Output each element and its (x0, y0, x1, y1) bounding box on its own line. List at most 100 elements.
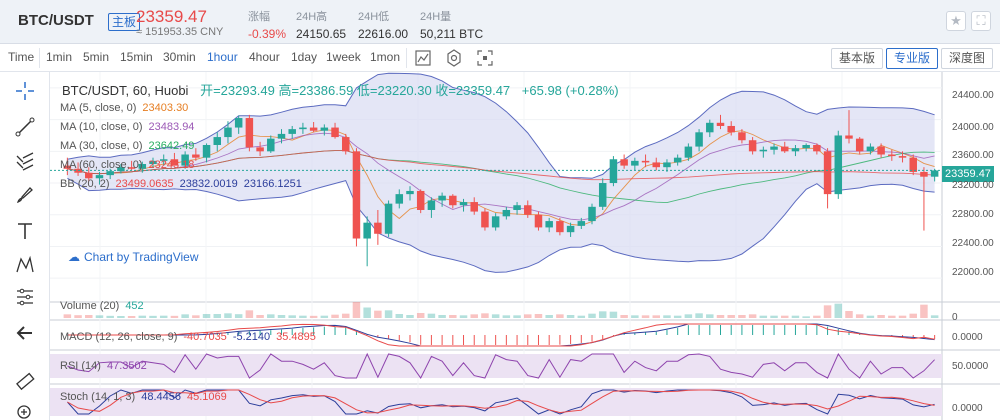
legend-value: 45.1069 (186, 391, 227, 403)
volume-bar (524, 314, 532, 318)
crosshair-icon[interactable] (14, 80, 36, 102)
arrow-left-icon[interactable] (14, 322, 36, 344)
multi-line-icon[interactable] (14, 150, 36, 172)
legend-ma10[interactable]: MA (10, close, 0) 23483.94 (60, 121, 194, 133)
candle-body (513, 205, 521, 210)
stat-label: 24H高 (296, 11, 328, 23)
ruler-icon[interactable] (14, 370, 36, 392)
legend-macd[interactable]: MACD (12, 26, close, 9) -40.7035 -5.2140 35… (60, 331, 316, 343)
macd-histogram-bar (794, 325, 796, 335)
settings-icon[interactable] (444, 48, 464, 68)
macd-histogram-bar (355, 330, 357, 335)
macd-histogram-bar (666, 329, 668, 335)
legend-bb[interactable]: BB (20, 2) 23499.0635 23832.0019 23166.1251 (60, 178, 302, 190)
candle-body (598, 183, 607, 207)
basic-view-button[interactable]: 基本版 (831, 48, 884, 69)
candle-body (502, 209, 511, 217)
candle-body (920, 171, 928, 177)
macd-histogram-bar (430, 335, 432, 345)
legend-ma60[interactable]: MA (60, close, 0) 23243.18 (60, 159, 194, 171)
depth-view-button[interactable]: 深度图 (941, 48, 994, 69)
candle-body (331, 127, 339, 138)
tf-1day[interactable]: 1day (291, 50, 318, 64)
tf-time[interactable]: Time (8, 50, 35, 64)
fib-tool-icon[interactable] (14, 286, 36, 308)
volume-bar (202, 314, 211, 318)
candle-body (384, 203, 393, 234)
volume-bar (566, 315, 575, 318)
volume-bar (920, 304, 928, 318)
macd-histogram-bar (891, 335, 893, 336)
snapshot-icon[interactable] (475, 48, 495, 68)
rsi-axis-label: 50.0000 (952, 361, 989, 372)
candle-body (556, 221, 564, 233)
price-axis-label: 24400.00 (952, 90, 994, 101)
candle-body (855, 138, 864, 152)
text-tool-icon[interactable] (14, 220, 36, 242)
candle-body (545, 221, 553, 228)
macd-histogram-bar (291, 328, 293, 335)
macd-histogram-bar (655, 331, 657, 335)
pattern-icon[interactable] (14, 254, 36, 276)
tf-1min[interactable]: 1min (46, 50, 73, 64)
volume-bar (234, 314, 243, 318)
tf-1mon[interactable]: 1mon (370, 50, 401, 64)
stat-value: -0.39% (248, 27, 287, 41)
macd-histogram-bar (923, 335, 925, 339)
tradingview-watermark[interactable]: ☁ Chart by TradingView (68, 250, 199, 264)
legend-value: 23832.0019 (179, 178, 238, 190)
volume-bar (556, 314, 564, 318)
candle-body (491, 216, 500, 228)
price-chart[interactable] (50, 72, 1000, 420)
legend-ma30[interactable]: MA (30, close, 0) 23642.49 (60, 140, 194, 152)
legend-volume[interactable]: Volume (20) 452 (60, 300, 144, 312)
candle-body (459, 202, 468, 206)
brush-icon[interactable] (14, 184, 36, 206)
volume-bar (631, 315, 639, 318)
tf-5min[interactable]: 5min (83, 50, 110, 64)
tf-15min[interactable]: 15min (120, 50, 153, 64)
volume-bar (213, 314, 222, 318)
tf-4hour[interactable]: 4hour (249, 50, 280, 64)
star-icon[interactable]: ★ (946, 11, 966, 31)
candle-body (845, 135, 853, 139)
volume-bar (224, 313, 232, 318)
legend-stoch[interactable]: Stoch (14, 1, 3) 48.4456 45.1069 (60, 391, 227, 403)
candle-body (363, 222, 371, 239)
legend-rsi[interactable]: RSI (14) 47.3502 (60, 360, 147, 372)
candle-body (534, 214, 543, 228)
chart-style-icon[interactable] (413, 48, 433, 68)
volume-bar (63, 314, 72, 318)
trend-line-icon[interactable] (14, 116, 36, 138)
pro-view-button[interactable]: 专业版 (886, 48, 939, 69)
stoch-d-line (67, 389, 935, 414)
bollinger-lower-line (67, 177, 935, 273)
candle-body (127, 167, 136, 169)
volume-bar (716, 315, 725, 318)
candle-body (888, 154, 896, 157)
candle-body (663, 162, 671, 168)
volume-bar (309, 315, 318, 318)
macd-histogram-bar (484, 335, 486, 345)
macd-histogram-bar (602, 335, 604, 340)
volume-bar (277, 315, 286, 318)
volume-bar (534, 314, 543, 318)
board-badge[interactable]: 主板 (108, 13, 141, 31)
candle-body (609, 159, 618, 184)
volume-bar (299, 315, 307, 318)
macd-histogram-bar (505, 335, 507, 345)
fullscreen-icon[interactable]: ⛶ (971, 11, 991, 31)
tf-30min[interactable]: 30min (163, 50, 196, 64)
zoom-in-icon[interactable] (14, 402, 36, 420)
candle-body (780, 146, 789, 152)
candle-body (299, 127, 307, 130)
legend-ma5[interactable]: MA (5, close, 0) 23403.30 (60, 102, 188, 114)
volume-bar (866, 315, 875, 318)
legend-name: Volume (20) (60, 300, 120, 312)
candle-body (213, 137, 222, 145)
tf-1hour[interactable]: 1hour (207, 50, 238, 64)
candle-body (738, 132, 746, 141)
tf-1week[interactable]: 1week (326, 50, 361, 64)
macd-signal-line (67, 323, 935, 347)
macd-histogram-bar (816, 325, 818, 335)
